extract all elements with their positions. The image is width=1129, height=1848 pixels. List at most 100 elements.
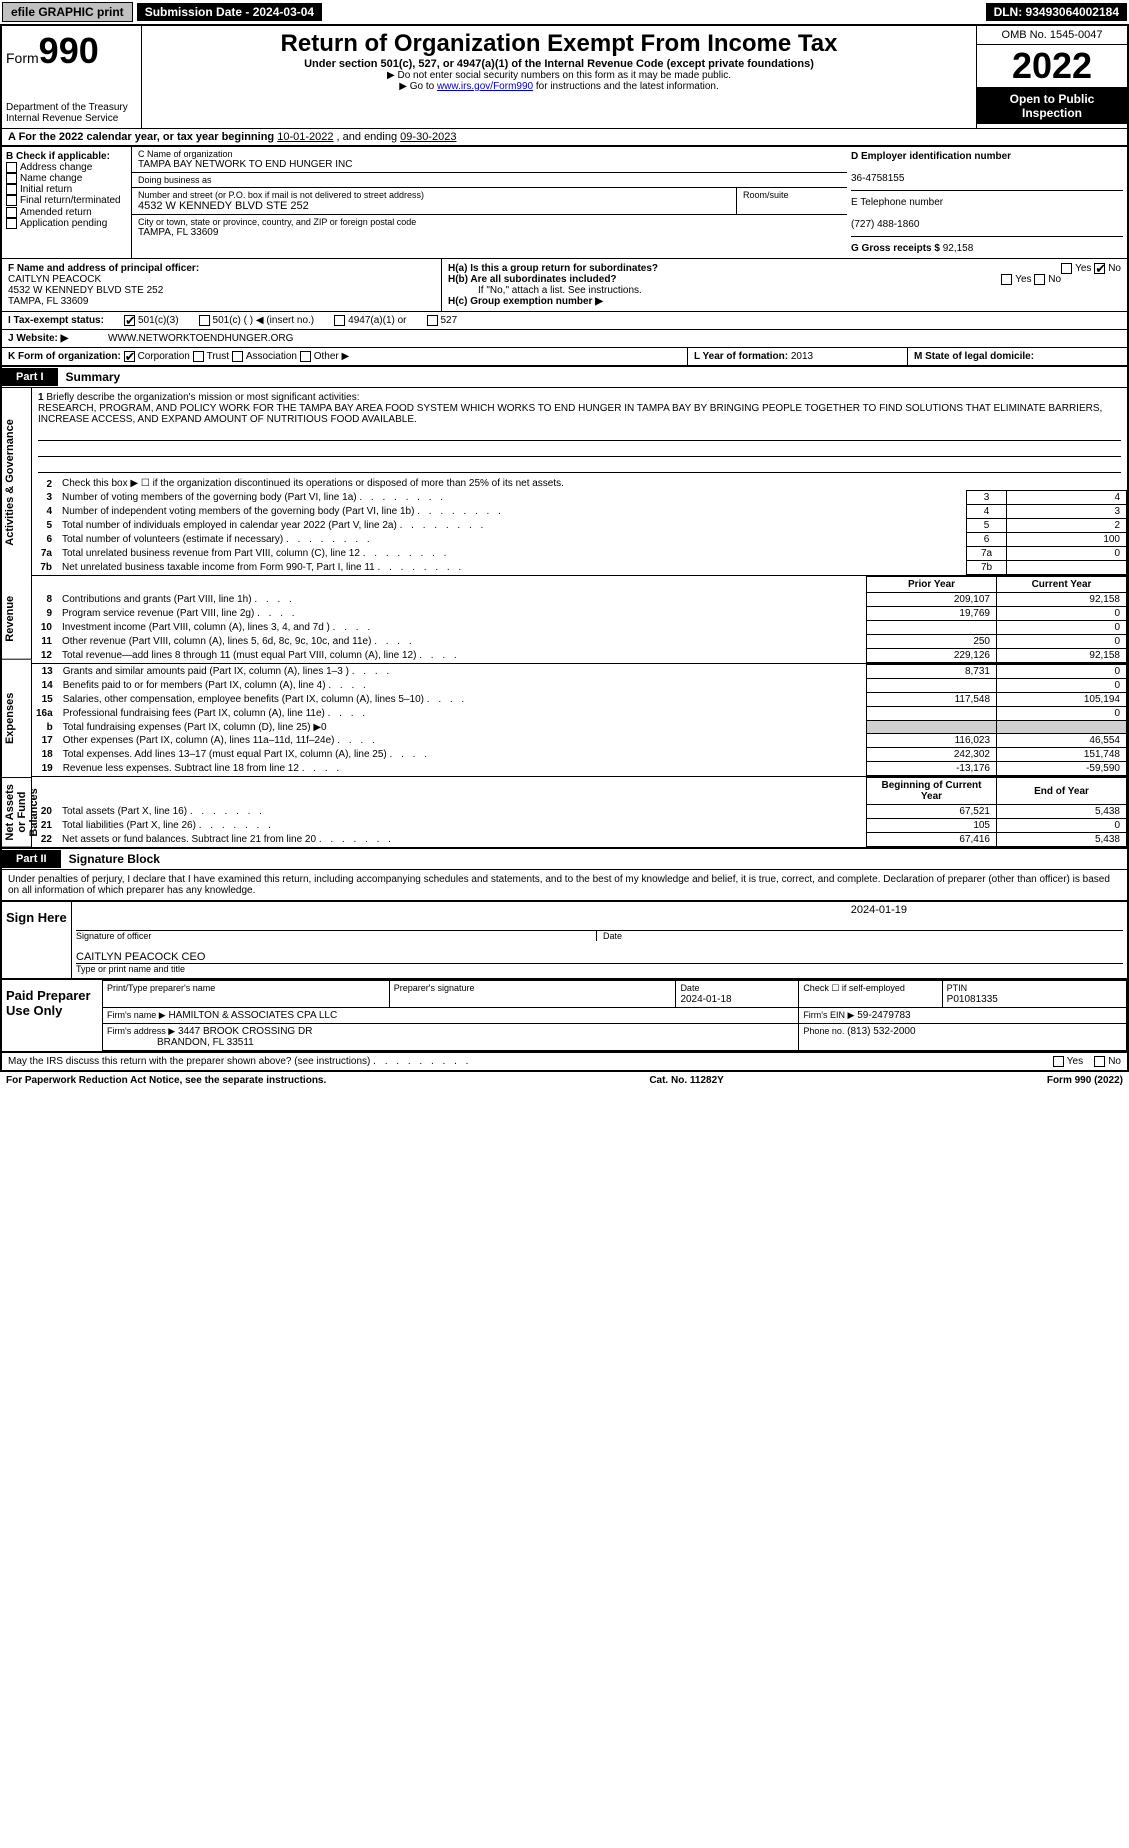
revenue-section: Prior YearCurrent Year 8Contributions an… — [32, 576, 1127, 664]
form-note1: ▶ Do not enter social security numbers o… — [146, 70, 972, 81]
chk-assoc[interactable] — [232, 351, 243, 362]
website-url[interactable]: WWW.NETWORKTOENDHUNGER.ORG — [108, 333, 293, 344]
period-begin: 10-01-2022 — [277, 131, 333, 143]
dba-label: Doing business as — [138, 175, 841, 185]
form-word: Form — [6, 50, 39, 66]
hb-no[interactable] — [1034, 274, 1045, 285]
j-label: J Website: ▶ — [8, 333, 108, 344]
dln: DLN: 93493064002184 — [986, 3, 1127, 21]
chk-527[interactable] — [427, 315, 438, 326]
b-final: Final return/terminated — [20, 196, 121, 207]
chk-amended[interactable] — [6, 207, 17, 218]
part1-title: Summary — [58, 367, 129, 387]
tax-year: 2022 — [977, 45, 1127, 88]
gov-row: 3Number of voting members of the governi… — [32, 491, 1127, 505]
chk-final[interactable] — [6, 195, 17, 206]
c-name-label: C Name of organization — [138, 149, 841, 159]
netasset-row: 21Total liabilities (Part X, line 26) . … — [32, 819, 1127, 833]
period-mid: , and ending — [337, 131, 401, 143]
prep-check-label: Check ☐ if self-employed — [803, 983, 905, 993]
col-d: D Employer identification number 36-4758… — [847, 147, 1127, 258]
form-header: Form990 Department of the Treasury Inter… — [0, 24, 1129, 128]
omb-number: OMB No. 1545-0047 — [977, 26, 1127, 45]
chk-501c[interactable] — [199, 315, 210, 326]
preparer-label: Paid Preparer Use Only — [2, 980, 102, 1051]
chk-other[interactable] — [300, 351, 311, 362]
note2-pre: ▶ Go to — [399, 81, 437, 92]
opt-501c: 501(c) ( ) ◀ (insert no.) — [213, 315, 315, 326]
room-label: Room/suite — [743, 190, 841, 200]
chk-trust[interactable] — [193, 351, 204, 362]
hb-label: H(b) Are all subordinates included? — [448, 274, 617, 285]
footer-row: For Paperwork Reduction Act Notice, see … — [0, 1072, 1129, 1089]
netassets-table: Beginning of Current YearEnd of Year 20T… — [32, 777, 1127, 847]
gov-section: 1 Briefly describe the organization's mi… — [32, 388, 1127, 576]
opt-other: Other ▶ — [314, 351, 349, 362]
expense-row: 17Other expenses (Part IX, column (A), l… — [32, 734, 1127, 748]
revenue-table: Prior YearCurrent Year 8Contributions an… — [32, 576, 1127, 663]
f-label: F Name and address of principal officer: — [8, 263, 199, 274]
discuss-text: May the IRS discuss this return with the… — [8, 1056, 370, 1067]
e-label: E Telephone number — [851, 197, 943, 208]
expense-row: 19Revenue less expenses. Subtract line 1… — [32, 762, 1127, 776]
opt-501c3: 501(c)(3) — [138, 315, 179, 326]
irs-link[interactable]: www.irs.gov/Form990 — [437, 81, 533, 92]
hb-yes[interactable] — [1001, 274, 1012, 285]
top-bar: efile GRAPHIC print Submission Date - 20… — [0, 0, 1129, 24]
firm-name-label: Firm's name ▶ — [107, 1010, 166, 1020]
expense-row: 16aProfessional fundraising fees (Part I… — [32, 707, 1127, 721]
main-info-block: B Check if applicable: Address change Na… — [0, 145, 1129, 259]
open-to-public: Open to Public Inspection — [977, 88, 1127, 124]
irs-label: Internal Revenue Service — [6, 113, 137, 124]
netasset-row: 22Net assets or fund balances. Subtract … — [32, 833, 1127, 847]
chk-4947[interactable] — [334, 315, 345, 326]
gov-row: 4Number of independent voting members of… — [32, 505, 1127, 519]
expense-row: bTotal fundraising expenses (Part IX, co… — [32, 721, 1127, 734]
discuss-no[interactable] — [1094, 1056, 1105, 1067]
gov-row: 7aTotal unrelated business revenue from … — [32, 547, 1127, 561]
form-note2: ▶ Go to www.irs.gov/Form990 for instruct… — [146, 81, 972, 92]
gov-row: 5Total number of individuals employed in… — [32, 519, 1127, 533]
py-header: Prior Year — [867, 577, 997, 593]
mission-num: 1 — [38, 392, 44, 403]
efile-btn[interactable]: efile GRAPHIC print — [2, 2, 133, 22]
prep-phone: (813) 532-2000 — [847, 1026, 915, 1037]
org-name: TAMPA BAY NETWORK TO END HUNGER INC — [138, 159, 841, 170]
netassets-section: Beginning of Current YearEnd of Year 20T… — [32, 777, 1127, 847]
form-number: 990 — [39, 30, 99, 71]
preparer-table: Print/Type preparer's name Preparer's si… — [102, 980, 1127, 1051]
ha-label: H(a) Is this a group return for subordin… — [448, 263, 658, 274]
gov-table: 2Check this box ▶ ☐ if the organization … — [32, 477, 1127, 575]
part1-tab: Part I — [2, 368, 58, 386]
ha-yes[interactable] — [1061, 263, 1072, 274]
sig-name-title: CAITLYN PEACOCK CEO — [76, 951, 1123, 963]
sig-intro: Under penalties of perjury, I declare th… — [0, 869, 1129, 902]
sig-date-value: 2024-01-19 — [851, 904, 907, 916]
chk-address[interactable] — [6, 162, 17, 173]
expenses-section: 13Grants and similar amounts paid (Part … — [32, 664, 1127, 777]
gov-row: 6Total number of volunteers (estimate if… — [32, 533, 1127, 547]
expense-row: 15Salaries, other compensation, employee… — [32, 693, 1127, 707]
city-label: City or town, state or province, country… — [138, 217, 841, 227]
part1-header: Part I Summary — [0, 367, 1129, 387]
chk-pending[interactable] — [6, 218, 17, 229]
k-org-row: K Form of organization: Corporation Trus… — [0, 348, 1129, 367]
opt-527: 527 — [441, 315, 458, 326]
sig-officer-label: Signature of officer — [76, 931, 596, 941]
chk-corp[interactable] — [124, 351, 135, 362]
hb-note: If "No," attach a list. See instructions… — [448, 285, 1121, 296]
discuss-yes[interactable] — [1053, 1056, 1064, 1067]
chk-name[interactable] — [6, 173, 17, 184]
phone-value: (727) 488-1860 — [851, 219, 919, 230]
form-title: Return of Organization Exempt From Incom… — [146, 30, 972, 58]
by-header: Beginning of Current Year — [867, 778, 997, 805]
vlabel-rev: Revenue — [2, 578, 32, 660]
g-label: G Gross receipts $ — [851, 243, 940, 254]
ha-no[interactable] — [1094, 263, 1105, 274]
chk-501c3[interactable] — [124, 315, 135, 326]
tax-status-row: I Tax-exempt status: 501(c)(3) 501(c) ( … — [0, 312, 1129, 330]
street-label: Number and street (or P.O. box if mail i… — [138, 190, 730, 200]
footer-right: Form 990 (2022) — [1047, 1075, 1123, 1086]
chk-initial[interactable] — [6, 184, 17, 195]
ein-value: 36-4758155 — [851, 173, 904, 184]
